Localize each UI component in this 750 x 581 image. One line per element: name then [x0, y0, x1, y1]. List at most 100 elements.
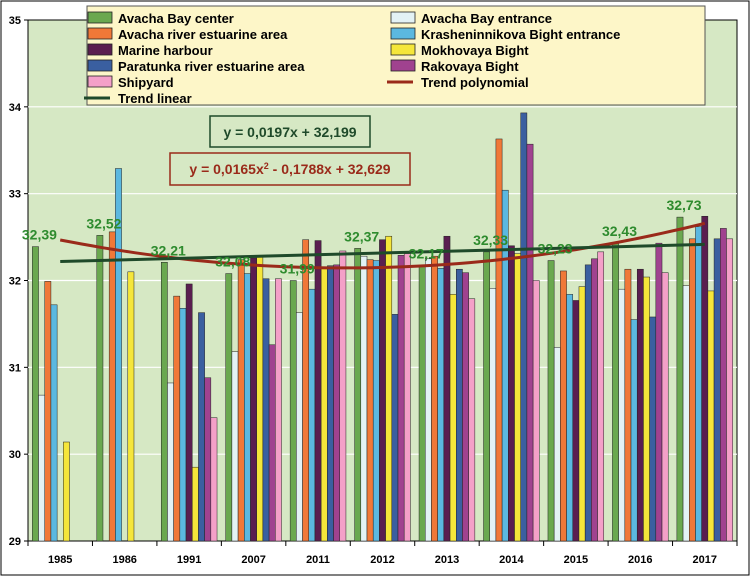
legend-swatch	[390, 11, 416, 24]
x-axis: 1985 1986 1991 2007 2011 2012 2013 2014 2015 2016…	[27, 541, 738, 566]
legend-label: Avacha Bay center	[118, 11, 234, 26]
bar	[584, 264, 592, 542]
data-label: 31,99	[280, 261, 315, 277]
x-tick-label: 2012	[370, 554, 394, 566]
legend-label: Avacha river estuarine area	[118, 27, 288, 42]
bar	[179, 308, 187, 542]
data-label: 32,52	[86, 215, 121, 231]
bar	[682, 285, 690, 542]
legend-swatch	[390, 59, 416, 72]
data-label: 32,37	[344, 228, 379, 244]
bar	[354, 248, 362, 542]
bar	[173, 295, 181, 542]
bar	[333, 264, 340, 542]
polynomial-equation-box: y = 0,0165x2 - 0,1788x + 32,629	[169, 152, 411, 186]
data-label: 32,39	[22, 227, 57, 243]
bar	[372, 260, 380, 542]
y-tick-label: 32	[9, 276, 21, 288]
legend-label: Mokhovaya Bight	[421, 43, 529, 58]
linear-equation-text: y = 0,0197x + 32,199	[223, 124, 356, 140]
bar	[385, 235, 393, 542]
polynomial-equation-exponent: 2	[264, 161, 269, 171]
bar	[314, 240, 322, 542]
bar	[366, 259, 374, 542]
bar	[649, 316, 657, 542]
polynomial-equation-lhs: y = 0,0165x	[189, 161, 264, 177]
y-tick-label: 34	[9, 102, 22, 114]
bar	[256, 255, 264, 542]
data-label: 32,73	[666, 197, 701, 213]
legend-label: Marine harbour	[118, 43, 213, 58]
x-tick-label: 2017	[693, 554, 717, 566]
bar	[115, 168, 122, 542]
x-tick-label: 1985	[48, 554, 72, 566]
x-tick-label: 2007	[241, 554, 265, 566]
bar	[320, 268, 328, 542]
bar	[268, 344, 276, 542]
bar	[597, 251, 605, 542]
x-tick-label: 1991	[177, 554, 201, 566]
y-tick-label: 35	[9, 15, 21, 27]
bar	[630, 319, 638, 542]
bar	[578, 286, 586, 542]
bar	[44, 281, 52, 542]
bar	[431, 255, 438, 542]
y-axis: 29 30 31 32 33 34 35	[9, 15, 28, 548]
data-label: 32,33	[473, 232, 508, 248]
bar	[462, 272, 469, 542]
bar	[360, 255, 368, 542]
bar	[379, 239, 386, 542]
legend-label: Rakovaya Bight	[421, 59, 519, 74]
legend-swatch	[87, 43, 113, 56]
bar	[489, 288, 497, 542]
legend-swatch	[87, 59, 113, 72]
bar	[655, 242, 663, 542]
trend-lines	[59, 221, 706, 270]
bar	[553, 347, 561, 542]
bar	[308, 288, 316, 542]
bar	[418, 265, 426, 542]
bars	[32, 112, 733, 542]
bar	[532, 280, 540, 542]
bar	[547, 260, 555, 542]
bar	[624, 268, 632, 542]
bar	[560, 270, 567, 542]
bar	[508, 245, 515, 542]
legend-swatch	[87, 11, 113, 24]
bar	[302, 239, 309, 542]
legend-label: Avacha Bay entrance	[421, 11, 552, 26]
bar	[108, 231, 116, 542]
legend: Avacha Bay center Avacha Bay entrance Avac…	[84, 5, 706, 106]
bar	[237, 259, 245, 542]
data-label: 32,17	[409, 246, 444, 262]
data-labels: 32,39 32,52 32,21 32,08 31,99 32,37 32,17 32,33…	[22, 197, 702, 276]
bar	[231, 351, 239, 542]
bar	[32, 246, 39, 542]
bar	[676, 216, 684, 542]
bar	[63, 441, 70, 542]
bar	[689, 238, 696, 542]
x-tick-label: 2015	[564, 554, 588, 566]
legend-label: Trend linear	[118, 91, 192, 106]
bar	[262, 278, 270, 542]
bar	[289, 280, 297, 542]
bar	[514, 253, 521, 542]
trend-linear-line	[60, 242, 705, 263]
bar	[96, 235, 104, 542]
y-tick-label: 29	[9, 536, 21, 548]
legend-swatch	[87, 75, 113, 88]
y-tick-label: 33	[9, 189, 21, 201]
bar	[437, 268, 445, 542]
x-tick-label: 1986	[112, 554, 136, 566]
polynomial-equation-frame	[169, 152, 411, 186]
bar	[204, 377, 212, 542]
polynomial-equation-text: y = 0,0165x2 - 0,1788x + 32,629	[189, 161, 390, 177]
bar	[198, 312, 205, 542]
bar	[275, 278, 282, 542]
bar	[244, 273, 251, 542]
legend-swatch	[87, 27, 113, 40]
bar	[618, 288, 626, 542]
legend-label: Trend polynomial	[421, 75, 529, 90]
y-tick-label: 31	[9, 362, 21, 374]
bar	[391, 314, 399, 542]
